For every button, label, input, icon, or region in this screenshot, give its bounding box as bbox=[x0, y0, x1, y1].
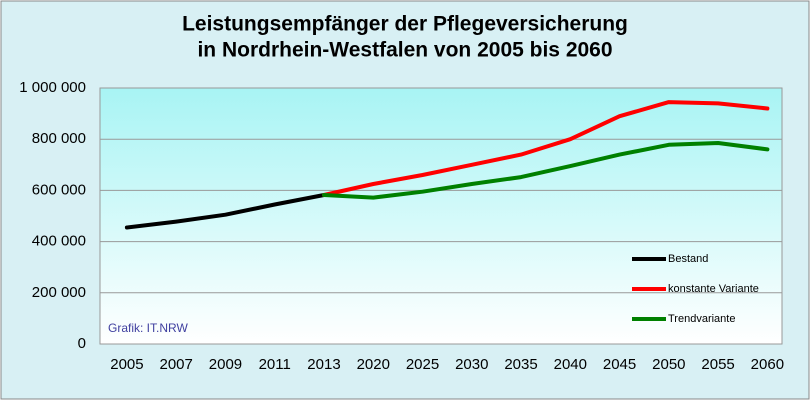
x-tick-label: 2035 bbox=[504, 356, 537, 373]
y-tick-label: 800 000 bbox=[32, 130, 86, 147]
x-tick-label: 2045 bbox=[603, 356, 636, 373]
y-tick-label: 200 000 bbox=[32, 284, 86, 301]
y-tick-label: 1 000 000 bbox=[19, 79, 86, 96]
y-tick-label: 0 bbox=[78, 335, 86, 352]
legend-label: Bestand bbox=[668, 253, 708, 265]
x-tick-label: 2005 bbox=[110, 356, 143, 373]
line-series bbox=[322, 100, 770, 197]
x-tick-label: 2020 bbox=[357, 356, 390, 373]
x-tick-label: 2055 bbox=[701, 356, 734, 373]
x-tick-label: 2030 bbox=[455, 356, 488, 373]
legend-label: konstante Variante bbox=[668, 283, 759, 295]
x-tick-label: 2009 bbox=[209, 356, 242, 373]
chart-title: in Nordrhein-Westfalen von 2005 bis 2060 bbox=[197, 39, 612, 62]
line-series bbox=[322, 141, 770, 200]
x-tick-label: 2007 bbox=[160, 356, 193, 373]
x-tick-label: 2025 bbox=[406, 356, 439, 373]
x-tick-label: 2013 bbox=[307, 356, 340, 373]
x-tick-label: 2040 bbox=[554, 356, 587, 373]
annotation: Grafik: IT.NRW bbox=[108, 321, 188, 335]
line-series bbox=[124, 193, 326, 230]
chart-title: Leistungsempfänger der Pflegeversicherun… bbox=[182, 13, 628, 36]
y-tick-label: 400 000 bbox=[32, 233, 86, 250]
y-tick-label: 600 000 bbox=[32, 181, 86, 198]
x-tick-label: 2060 bbox=[751, 356, 784, 373]
x-tick-label: 2050 bbox=[652, 356, 685, 373]
legend-label: Trendvariante bbox=[668, 313, 735, 325]
x-tick-label: 2011 bbox=[259, 356, 291, 373]
